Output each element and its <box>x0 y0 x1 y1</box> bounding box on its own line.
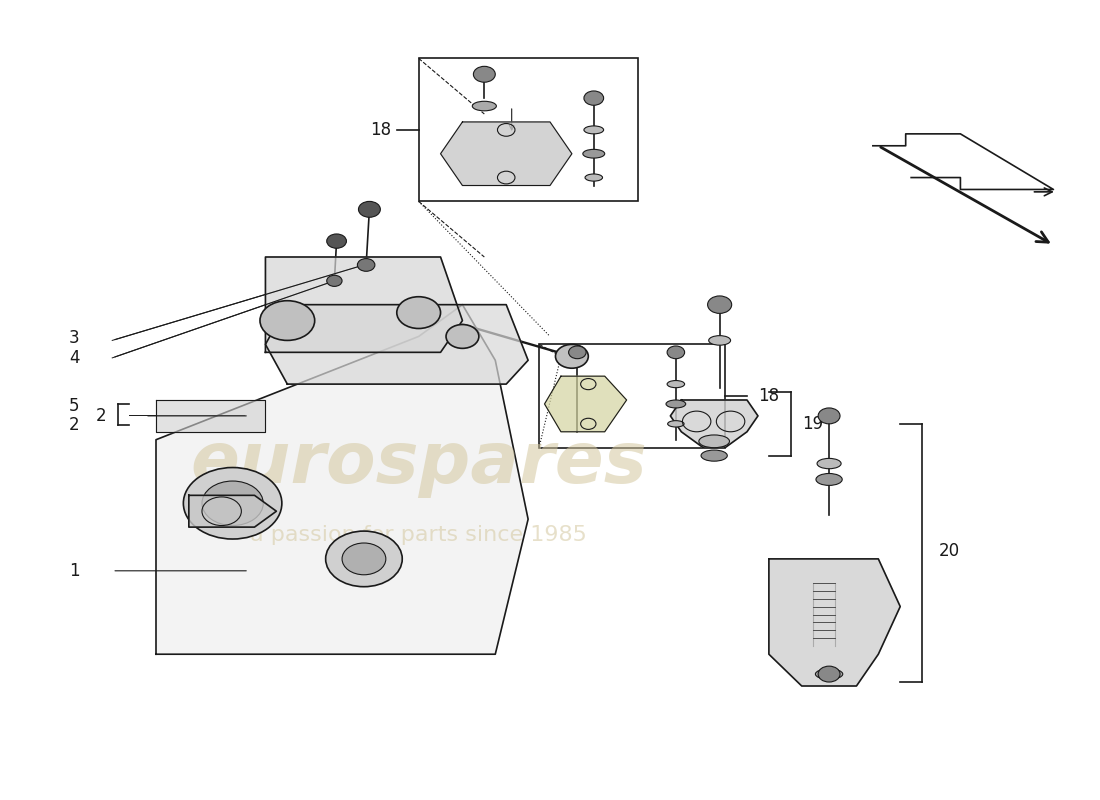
Text: 2: 2 <box>69 417 79 434</box>
Text: 3: 3 <box>69 329 79 347</box>
Ellipse shape <box>817 458 842 469</box>
Circle shape <box>184 467 282 539</box>
Polygon shape <box>189 495 276 527</box>
Ellipse shape <box>815 669 843 679</box>
Text: eurospares: eurospares <box>190 429 647 498</box>
Circle shape <box>327 275 342 286</box>
Circle shape <box>202 481 263 526</box>
Ellipse shape <box>816 474 843 486</box>
Ellipse shape <box>472 102 496 111</box>
Circle shape <box>342 543 386 574</box>
Circle shape <box>397 297 441 329</box>
Text: 5: 5 <box>69 397 79 414</box>
Circle shape <box>818 666 840 682</box>
Circle shape <box>359 202 381 218</box>
Polygon shape <box>156 305 528 654</box>
Text: 1: 1 <box>69 562 79 580</box>
Circle shape <box>818 408 840 424</box>
Circle shape <box>327 234 346 248</box>
Ellipse shape <box>584 126 604 134</box>
Polygon shape <box>265 305 528 384</box>
Text: a passion for parts since 1985: a passion for parts since 1985 <box>250 525 587 545</box>
Text: 18: 18 <box>758 387 779 405</box>
Circle shape <box>260 301 315 341</box>
Polygon shape <box>544 376 627 432</box>
Text: 18: 18 <box>371 121 392 139</box>
Circle shape <box>446 325 478 348</box>
Text: 4: 4 <box>69 349 79 367</box>
Polygon shape <box>670 400 758 448</box>
Polygon shape <box>265 257 462 352</box>
Ellipse shape <box>701 450 727 461</box>
Ellipse shape <box>698 435 729 448</box>
Bar <box>539 344 725 448</box>
Polygon shape <box>769 559 900 686</box>
Polygon shape <box>441 122 572 186</box>
Ellipse shape <box>585 174 603 181</box>
Polygon shape <box>156 400 265 432</box>
Ellipse shape <box>708 336 730 345</box>
Text: 2: 2 <box>96 407 107 425</box>
Ellipse shape <box>666 400 685 408</box>
Circle shape <box>556 344 588 368</box>
Circle shape <box>569 346 586 358</box>
Ellipse shape <box>583 150 605 158</box>
Bar <box>419 58 638 202</box>
Circle shape <box>358 258 375 271</box>
Ellipse shape <box>668 421 684 427</box>
Circle shape <box>584 91 604 106</box>
Text: 20: 20 <box>938 542 959 560</box>
Circle shape <box>326 531 403 586</box>
Circle shape <box>707 296 732 314</box>
Circle shape <box>473 66 495 82</box>
Ellipse shape <box>667 381 684 388</box>
Text: 19: 19 <box>802 415 823 433</box>
Circle shape <box>667 346 684 358</box>
